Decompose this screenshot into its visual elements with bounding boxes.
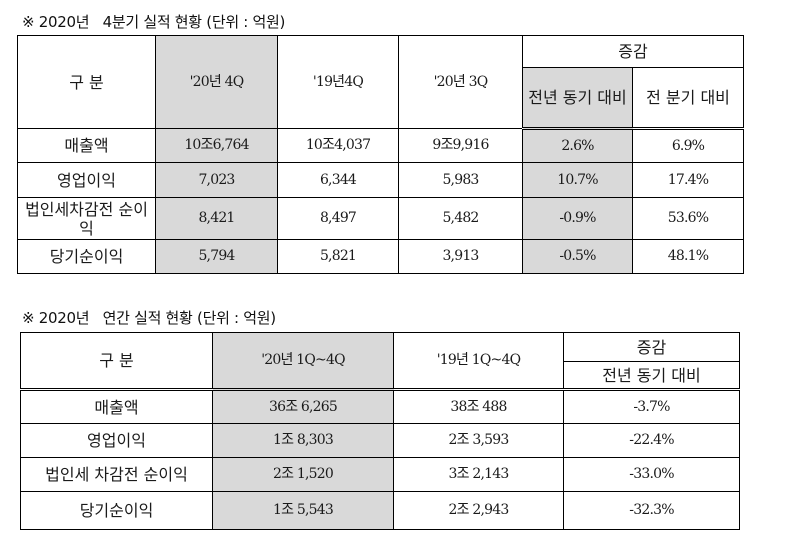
cell-change-yoy: -33.0% <box>563 457 740 492</box>
table-row: 영업이익 1조 8,303 2조 3,593 -22.4% <box>20 423 740 458</box>
cell-20-4q: 7,023 <box>155 162 278 198</box>
header-20-4q: '20년 4Q <box>155 35 278 129</box>
cell-19-4q: 10조4,037 <box>277 128 399 163</box>
cell-19-1q-4q: 3조 2,143 <box>393 457 564 492</box>
table-row: 법인세 차감전 순이익 2조 1,520 3조 2,143 -33.0% <box>20 457 740 492</box>
cell-19-4q: 5,821 <box>277 239 399 274</box>
cell-change-qoq: 17.4% <box>631 162 745 198</box>
cell-change-qoq: 53.6% <box>631 197 745 240</box>
cell-20-1q-4q: 1조 8,303 <box>212 423 394 458</box>
cell-change-yoy: 2.6% <box>522 128 633 163</box>
quarterly-results-table: 구 분 '20년 4Q '19년4Q '20년 3Q 증감 전년 동기 대비 전… <box>17 35 745 274</box>
header-20-3q: '20년 3Q <box>398 35 523 129</box>
cell-20-3q: 3,913 <box>398 239 523 274</box>
quarterly-caption: ※ 2020년 4분기 실적 현황 (단위 : 억원) <box>22 13 286 31</box>
row-label: 당기순이익 <box>17 239 156 274</box>
cell-change-yoy: -22.4% <box>563 423 740 458</box>
cell-20-3q: 5,482 <box>398 197 523 240</box>
cell-19-4q: 6,344 <box>277 162 399 198</box>
header-change-qoq: 전 분기 대비 <box>631 67 745 130</box>
cell-19-4q: 8,497 <box>277 197 399 240</box>
header-19-1q-4q: '19년 1Q~4Q <box>393 332 564 391</box>
row-label: 당기순이익 <box>20 491 213 530</box>
cell-20-1q-4q: 1조 5,543 <box>212 491 394 530</box>
row-label: 매출액 <box>17 128 156 163</box>
annual-results-table: 구 분 '20년 1Q~4Q '19년 1Q~4Q 증감 전년 동기 대비 매출… <box>20 332 740 530</box>
cell-change-yoy: 10.7% <box>522 162 633 198</box>
cell-change-qoq: 6.9% <box>631 128 745 163</box>
header-change-yoy: 전년 동기 대비 <box>522 67 633 130</box>
cell-20-4q: 10조6,764 <box>155 128 278 163</box>
table-row: 당기순이익 5,794 5,821 3,913 -0.5% 48.1% <box>17 239 745 274</box>
header-19-4q: '19년4Q <box>277 35 399 129</box>
cell-change-yoy: -3.7% <box>563 389 740 424</box>
cell-change-qoq: 48.1% <box>631 239 745 274</box>
cell-19-1q-4q: 2조 2,943 <box>393 491 564 530</box>
cell-20-4q: 5,794 <box>155 239 278 274</box>
header-20-1q-4q: '20년 1Q~4Q <box>212 332 394 391</box>
row-label: 법인세차감전 순이익 <box>17 197 156 240</box>
cell-19-1q-4q: 38조 488 <box>393 389 564 424</box>
header-change-group: 증감 <box>563 332 740 362</box>
table-row: 매출액 10조6,764 10조4,037 9조9,916 2.6% 6.9% <box>17 128 745 163</box>
row-label: 매출액 <box>20 389 213 424</box>
row-label: 영업이익 <box>17 162 156 198</box>
cell-change-yoy: -0.5% <box>522 239 633 274</box>
row-label: 법인세 차감전 순이익 <box>20 457 213 492</box>
table-row: 매출액 36조 6,265 38조 488 -3.7% <box>20 389 740 424</box>
row-label: 영업이익 <box>20 423 213 458</box>
header-category: 구 분 <box>20 332 213 391</box>
cell-change-yoy: -0.9% <box>522 197 633 240</box>
header-change-yoy: 전년 동기 대비 <box>563 361 740 391</box>
cell-20-1q-4q: 2조 1,520 <box>212 457 394 492</box>
cell-20-1q-4q: 36조 6,265 <box>212 389 394 424</box>
table-row: 법인세차감전 순이익 8,421 8,497 5,482 -0.9% 53.6% <box>17 197 745 240</box>
header-change-group: 증감 <box>521 35 745 68</box>
table-row: 영업이익 7,023 6,344 5,983 10.7% 17.4% <box>17 162 745 198</box>
cell-20-3q: 5,983 <box>398 162 523 198</box>
table-row: 당기순이익 1조 5,543 2조 2,943 -32.3% <box>20 491 740 530</box>
cell-change-yoy: -32.3% <box>563 491 740 530</box>
cell-20-3q: 9조9,916 <box>398 128 523 163</box>
header-category: 구 분 <box>17 35 156 129</box>
annual-caption: ※ 2020년 연간 실적 현황 (단위 : 억원) <box>22 309 276 327</box>
cell-20-4q: 8,421 <box>155 197 278 240</box>
cell-19-1q-4q: 2조 3,593 <box>393 423 564 458</box>
